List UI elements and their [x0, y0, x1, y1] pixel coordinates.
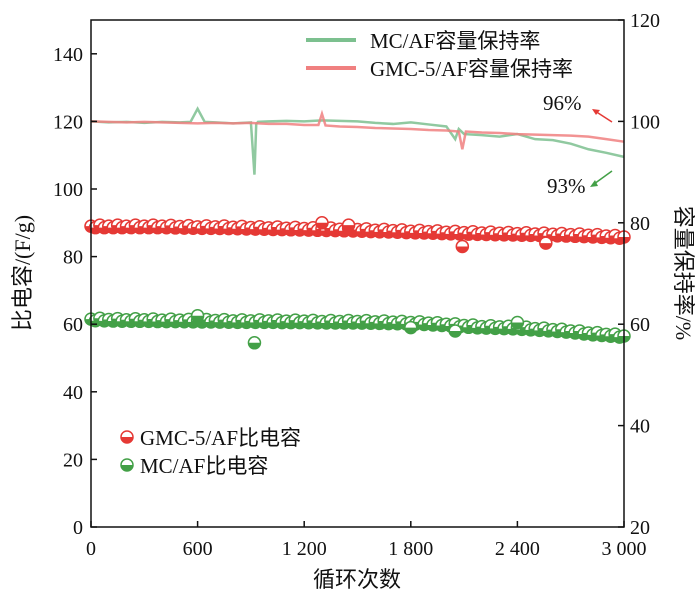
capacitance-outlier-point [404, 320, 418, 335]
legend-marker-gmc-capacitance [120, 430, 134, 444]
right-y-tick-label: 20 [630, 517, 650, 539]
right-y-tick-label: 60 [630, 314, 650, 336]
left-y-tick-label: 0 [73, 517, 83, 539]
capacitance-outlier-point [190, 309, 205, 323]
legend-bottom: GMC-5/AF比电容 MC/AF比电容 [120, 426, 301, 478]
capacitance-series-1 [84, 309, 631, 350]
annotation-93: 93% [547, 174, 586, 198]
capacitance-outlier-point [539, 236, 553, 250]
left-y-tick-label: 40 [63, 382, 83, 404]
annotations: 96% 93% [543, 91, 613, 198]
left-y-tick-label: 100 [53, 179, 83, 201]
legend-top: MC/AF容量保持率 GMC-5/AF容量保持率 [306, 29, 573, 81]
arrow-93 [593, 170, 613, 185]
left-y-tick-label: 20 [63, 449, 83, 471]
x-tick-label: 0 [86, 538, 96, 560]
x-tick-label: 2 400 [495, 538, 540, 560]
legend-marker-mc-capacitance [120, 458, 134, 472]
capacitance-outlier-point [448, 324, 462, 338]
plot-frame [90, 19, 625, 528]
left-y-axis-label: 比电容/(F/g) [10, 215, 35, 331]
left-y-tick-label: 80 [63, 247, 83, 269]
capacitance-outlier-point [315, 216, 329, 230]
capacitance-series-0 [84, 216, 631, 254]
capacitance-outlier-point [455, 239, 470, 254]
right-y-tick-label: 120 [630, 10, 660, 32]
retention-line-0 [90, 106, 625, 175]
legend-marker [120, 430, 134, 444]
left-y-tick-label: 140 [53, 44, 83, 66]
right-y-tick-label: 80 [630, 213, 650, 235]
capacitance-outlier-point [247, 336, 262, 350]
x-tick-label: 1 200 [282, 538, 327, 560]
x-tick-label: 3 000 [602, 538, 647, 560]
arrow-96-head [592, 109, 600, 115]
annotation-96: 96% [543, 91, 582, 115]
left-y-tick-label: 120 [53, 111, 83, 133]
capacitance-outlier-point [510, 315, 525, 330]
right-y-tick-label: 100 [630, 111, 660, 133]
arrow-93-head [590, 180, 598, 187]
capacitance-outlier-point [341, 218, 356, 232]
x-axis-label: 循环次数 [313, 567, 401, 592]
retention-line-1 [90, 109, 625, 150]
left-y-tick-label: 60 [63, 314, 83, 336]
right-y-axis-label: 容量保持率/% [671, 206, 696, 340]
right-y-tick-label: 40 [630, 416, 650, 438]
legend-label-mc-capacitance: MC/AF比电容 [140, 454, 268, 478]
x-tick-label: 1 800 [388, 538, 433, 560]
legend-label-mc-retention: MC/AF容量保持率 [370, 29, 540, 53]
arrow-96 [594, 110, 613, 123]
legend-marker [120, 458, 134, 472]
legend-label-gmc-retention: GMC-5/AF容量保持率 [370, 57, 573, 81]
x-tick-label: 600 [183, 538, 213, 560]
legend-label-gmc-capacitance: GMC-5/AF比电容 [140, 426, 301, 450]
